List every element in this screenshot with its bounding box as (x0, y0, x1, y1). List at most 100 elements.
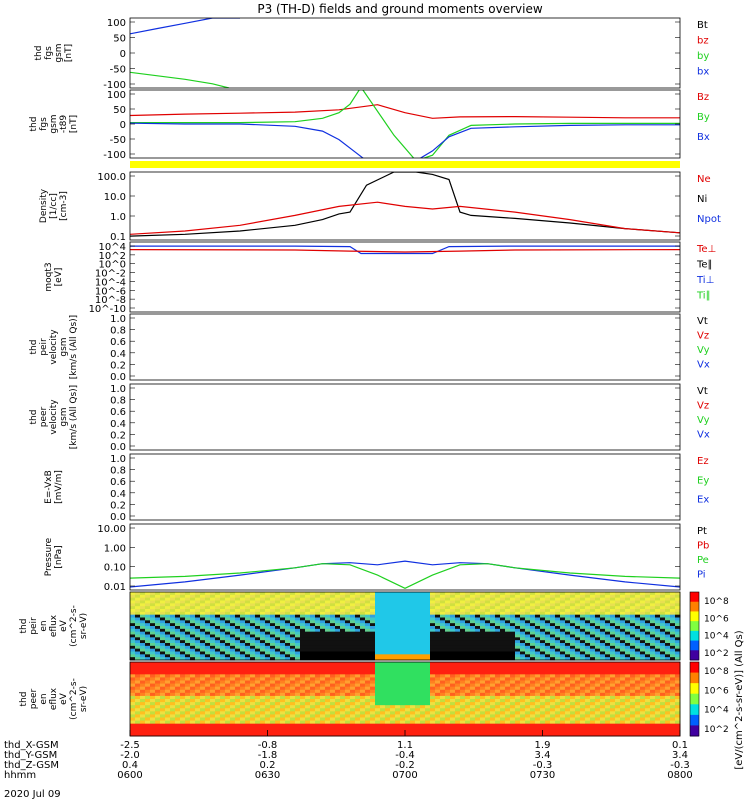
ylabel-line: (cm^2-s- (69, 605, 79, 647)
ytick-label: 10.00 (97, 524, 126, 535)
ylabel-line: velocity (49, 399, 59, 435)
ytick-label: 100 (107, 90, 126, 101)
ylabel-line: eflux (49, 687, 59, 710)
ylabel-line: [nT] (64, 44, 74, 62)
legend-bx: bx (697, 67, 709, 78)
ytick-label: 0 (120, 49, 126, 60)
legend-Te∥: Te∥ (696, 260, 713, 271)
orbit-row-label: thd_X-GSM (4, 740, 59, 751)
orbit-value: 3.4 (672, 750, 688, 761)
series-bx (130, 18, 240, 35)
ylabel-line: peir (39, 338, 49, 356)
colorbar-peer_flux: 10^8 10^6 10^4 10^2 (689, 661, 729, 737)
orbit-value: -0.3 (670, 760, 690, 771)
ytick-label: 10^-8 (95, 295, 126, 306)
colorbar-tick: 10^2 (704, 725, 729, 735)
ylabel-line: gsm (54, 43, 64, 62)
legend-Vz: Vz (697, 401, 709, 412)
ylabel-line: thd (19, 619, 29, 634)
ytick-label: 10.0 (104, 192, 126, 203)
legend-Vt: Vt (697, 316, 708, 327)
panel-fgs_t89: 100 50 0 -50 -100 thd fgs gsm -t89 [nT] Bz By Bx (29, 89, 710, 161)
plot-title: P3 (TH-D) fields and ground moments over… (257, 2, 542, 16)
legend-Vx: Vx (697, 360, 710, 371)
ytick-label: 0.4 (110, 349, 126, 360)
legend-Vz: Vz (697, 331, 709, 342)
ylabel-line: -t89 (59, 115, 69, 134)
orbit-value: 0.2 (260, 760, 276, 771)
legend-Te⊥: Te⊥ (696, 244, 716, 255)
xtick-label: 0700 (392, 770, 417, 781)
panel-peir_flux: 10^8 10^6 10^4 10^2 thd peir en eflux eV (cm^2-s-… (19, 591, 729, 661)
ytick-label: 1.00 (104, 543, 126, 554)
legend-Pe: Pe (697, 555, 709, 566)
ytick-label: 10^-2 (95, 269, 126, 280)
orbit-value: 3.4 (535, 750, 551, 761)
orbit-value: -0.2 (395, 760, 415, 771)
panel-peer_flux: 10^8 10^6 10^4 10^2 thd peer en eflux eV (cm^2-s-… (19, 661, 729, 737)
ylabel-line: eflux (49, 614, 59, 637)
panel-temps: 10^410^210^010^-210^-410^-610^-810^-10 mo… (44, 241, 716, 315)
orbit-value: -2.5 (120, 740, 140, 751)
ytick-label: 10^2 (99, 251, 126, 262)
ylabel-line: peer (29, 688, 39, 709)
orbit-value: -1.8 (258, 750, 278, 761)
series-Ti (130, 245, 680, 255)
panel-frame (129, 17, 681, 89)
series-Ni (130, 172, 680, 237)
orbit-value: -0.8 (258, 740, 278, 751)
ylabel-line: sr-eV) (79, 686, 89, 712)
ytick-label: 1.0 (110, 212, 126, 223)
ylabel-line: fgs (44, 46, 54, 60)
series-Pi (130, 560, 680, 588)
series-Bz (130, 104, 680, 119)
ytick-label: 10^0 (99, 260, 126, 271)
legend-Pi: Pi (697, 570, 706, 581)
ytick-label: 0.2 (110, 430, 126, 441)
orbit-value: -0.4 (395, 750, 415, 761)
legend-Vy: Vy (697, 415, 710, 426)
xtick-label: 0600 (117, 770, 142, 781)
ylabel-line: gsm (59, 407, 69, 426)
legend-bz: bz (697, 36, 709, 47)
ytick-label: 50 (113, 105, 126, 116)
series-Bx (130, 122, 680, 158)
ytick-label: 0.1 (110, 232, 126, 243)
ytick-label: 0.6 (110, 407, 126, 418)
panel-peer_vel: 1.00.80.60.40.20.0 thd peer velocity gsm [km/… (29, 383, 710, 453)
ylabel-line: E=-VxB (44, 470, 54, 504)
region-band (130, 161, 680, 168)
ytick-label: 0.8 (110, 396, 126, 407)
orbit-value: 1.9 (535, 740, 551, 751)
ylabel-line: fgs (39, 117, 49, 131)
panel-frame (129, 89, 681, 159)
ytick-label: 10^-6 (95, 286, 126, 297)
ytick-label: 0.0 (110, 512, 126, 523)
legend-Ti⊥: Ti⊥ (696, 275, 714, 286)
ytick-label: 0.2 (110, 500, 126, 511)
ylabel-line: Pressure (44, 537, 54, 576)
colorbar-peir_flux: 10^8 10^6 10^4 10^2 (689, 591, 729, 661)
legend-Vx: Vx (697, 430, 710, 441)
colorbar-tick: 10^8 (704, 667, 729, 677)
legend-Bx: Bx (697, 132, 710, 143)
ytick-label: 0.4 (110, 489, 126, 500)
ylabel-line: (cm^2-s- (69, 678, 79, 720)
legend-Npot: Npot (697, 214, 721, 225)
panel-frame (129, 313, 681, 381)
ylabel-line: en (39, 620, 49, 631)
ytick-label: 0.0 (110, 442, 126, 453)
panel-frame (129, 453, 681, 521)
ylabel-line: gsm (49, 114, 59, 133)
panel-frame (129, 591, 681, 661)
ylabel-line: [mV/m] (54, 470, 64, 504)
ytick-label: 0.6 (110, 337, 126, 348)
legend-Pt: Pt (697, 526, 707, 537)
ylabel-line: eV (59, 692, 69, 705)
ytick-label: 1.0 (110, 314, 126, 325)
ytick-label: 0.10 (104, 563, 126, 574)
ytick-label: 0.2 (110, 360, 126, 371)
colorbar-tick: 10^6 (704, 614, 729, 624)
legend-Ey: Ey (697, 475, 709, 486)
